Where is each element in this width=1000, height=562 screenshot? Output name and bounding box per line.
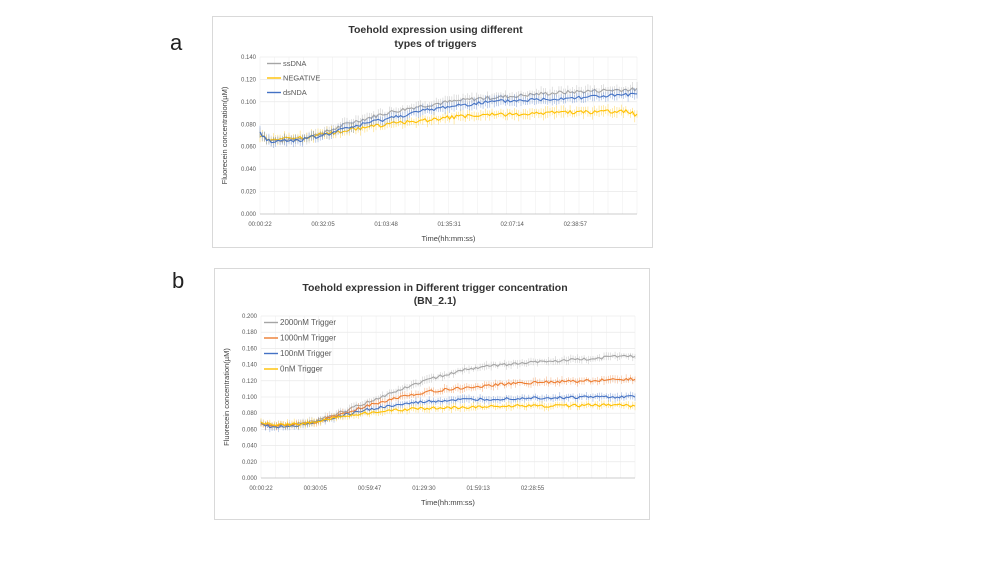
series-line [259, 92, 638, 144]
x-tick-label: 01:03:48 [374, 222, 398, 228]
legend-label: NEGATIVE [283, 74, 320, 83]
chart-b-svg: Toehold expression in Different trigger … [222, 282, 636, 507]
x-tick-label: 00:32:05 [311, 222, 335, 228]
x-axis-label: Time(hh:mm:ss) [421, 498, 475, 507]
x-tick-label: 02:07:14 [501, 222, 525, 228]
chart-title-line-1: (BN_2.1) [414, 295, 457, 307]
x-tick-label: 01:29:30 [412, 486, 436, 492]
legend-label: dsNDA [283, 88, 307, 97]
series-line [259, 109, 638, 141]
legend-label: 100nM Trigger [280, 349, 332, 358]
y-tick-label: 0.060 [242, 427, 258, 433]
x-tick-label: 02:38:57 [564, 222, 588, 228]
series-0nm-trigger [260, 400, 636, 430]
x-tick-label: 01:59:13 [467, 486, 491, 492]
y-tick-label: 0.140 [241, 55, 257, 61]
x-tick-label: 02:28:55 [521, 486, 545, 492]
y-tick-label: 0.160 [242, 346, 258, 352]
y-tick-label: 0.100 [241, 100, 257, 106]
y-tick-label: 0.020 [242, 460, 258, 466]
series-line [260, 403, 636, 427]
x-tick-label: 00:00:22 [248, 222, 272, 228]
x-tick-label: 00:00:22 [249, 486, 273, 492]
series-line [260, 354, 636, 428]
y-tick-label: 0.120 [241, 77, 257, 83]
y-tick-label: 0.060 [241, 145, 257, 151]
y-tick-label: 0.180 [242, 330, 258, 336]
y-tick-label: 0.040 [241, 167, 257, 173]
legend-label: 2000nM Trigger [280, 318, 336, 327]
y-tick-label: 0.020 [241, 190, 257, 196]
legend-label: 1000nM Trigger [280, 334, 336, 343]
x-tick-label: 01:35:31 [437, 222, 461, 228]
y-tick-label: 0.140 [242, 363, 258, 369]
x-tick-label: 00:59:47 [358, 486, 382, 492]
x-tick-label: 00:30:05 [304, 486, 328, 492]
chart-a: Toehold expression using different types … [212, 16, 653, 248]
chart-title-line-0: Toehold expression using different [348, 24, 523, 36]
legend-label: ssDNA [283, 59, 306, 68]
y-tick-label: 0.000 [241, 212, 257, 218]
series-error-bars [259, 87, 638, 149]
y-tick-label: 0.080 [241, 122, 257, 128]
y-tick-label: 0.120 [242, 379, 258, 385]
series-dsnda [259, 87, 638, 149]
chart-title-line-1: types of triggers [394, 38, 476, 50]
x-axis-label: Time(hh:mm:ss) [422, 234, 476, 243]
y-tick-label: 0.080 [242, 411, 258, 417]
y-tick-label: 0.200 [242, 314, 258, 320]
panel-letter-b: b [172, 268, 185, 293]
chart-b: Toehold expression in Different trigger … [214, 268, 650, 520]
y-tick-label: 0.040 [242, 444, 258, 450]
panel-letter-a: a [170, 30, 183, 55]
y-tick-label: 0.100 [242, 395, 258, 401]
chart-a-svg: Toehold expression using different types … [220, 24, 638, 243]
y-tick-label: 0.000 [242, 476, 258, 482]
chart-title-line-0: Toehold expression in Different trigger … [302, 282, 567, 294]
y-axis-label: Fluorecein concentration(µM) [222, 348, 231, 446]
legend-label: 0nM Trigger [280, 365, 323, 374]
y-axis-label: Fluorecein concentration(µM) [220, 86, 229, 184]
